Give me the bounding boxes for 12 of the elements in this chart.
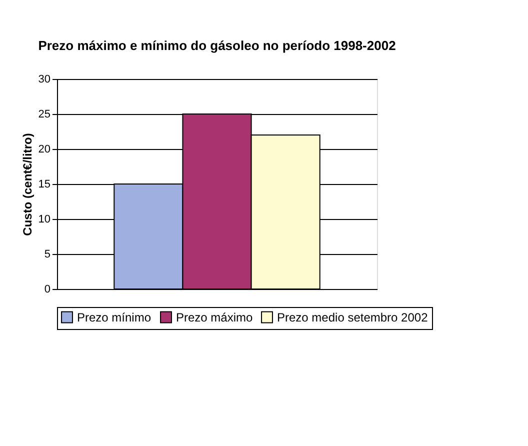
y-tick-label: 5 (44, 248, 50, 260)
y-tick-label: 10 (38, 214, 50, 226)
y-axis-title: Custo (cent€/litro) (20, 133, 34, 236)
y-tick-label: 30 (38, 74, 50, 86)
y-tick-label: 25 (38, 108, 50, 120)
legend-label: Prezo medio setembro 2002 (277, 310, 428, 324)
chart-title: Prezo máximo e mínimo do gásoleo no período 1998-2002 (38, 38, 396, 53)
y-tick-label: 0 (44, 284, 50, 296)
y-tick-label: 20 (38, 144, 50, 156)
legend-label: Prezo mínimo (77, 310, 152, 324)
y-tick-label: 15 (38, 178, 50, 190)
legend-label: Prezo máximo (176, 310, 254, 324)
